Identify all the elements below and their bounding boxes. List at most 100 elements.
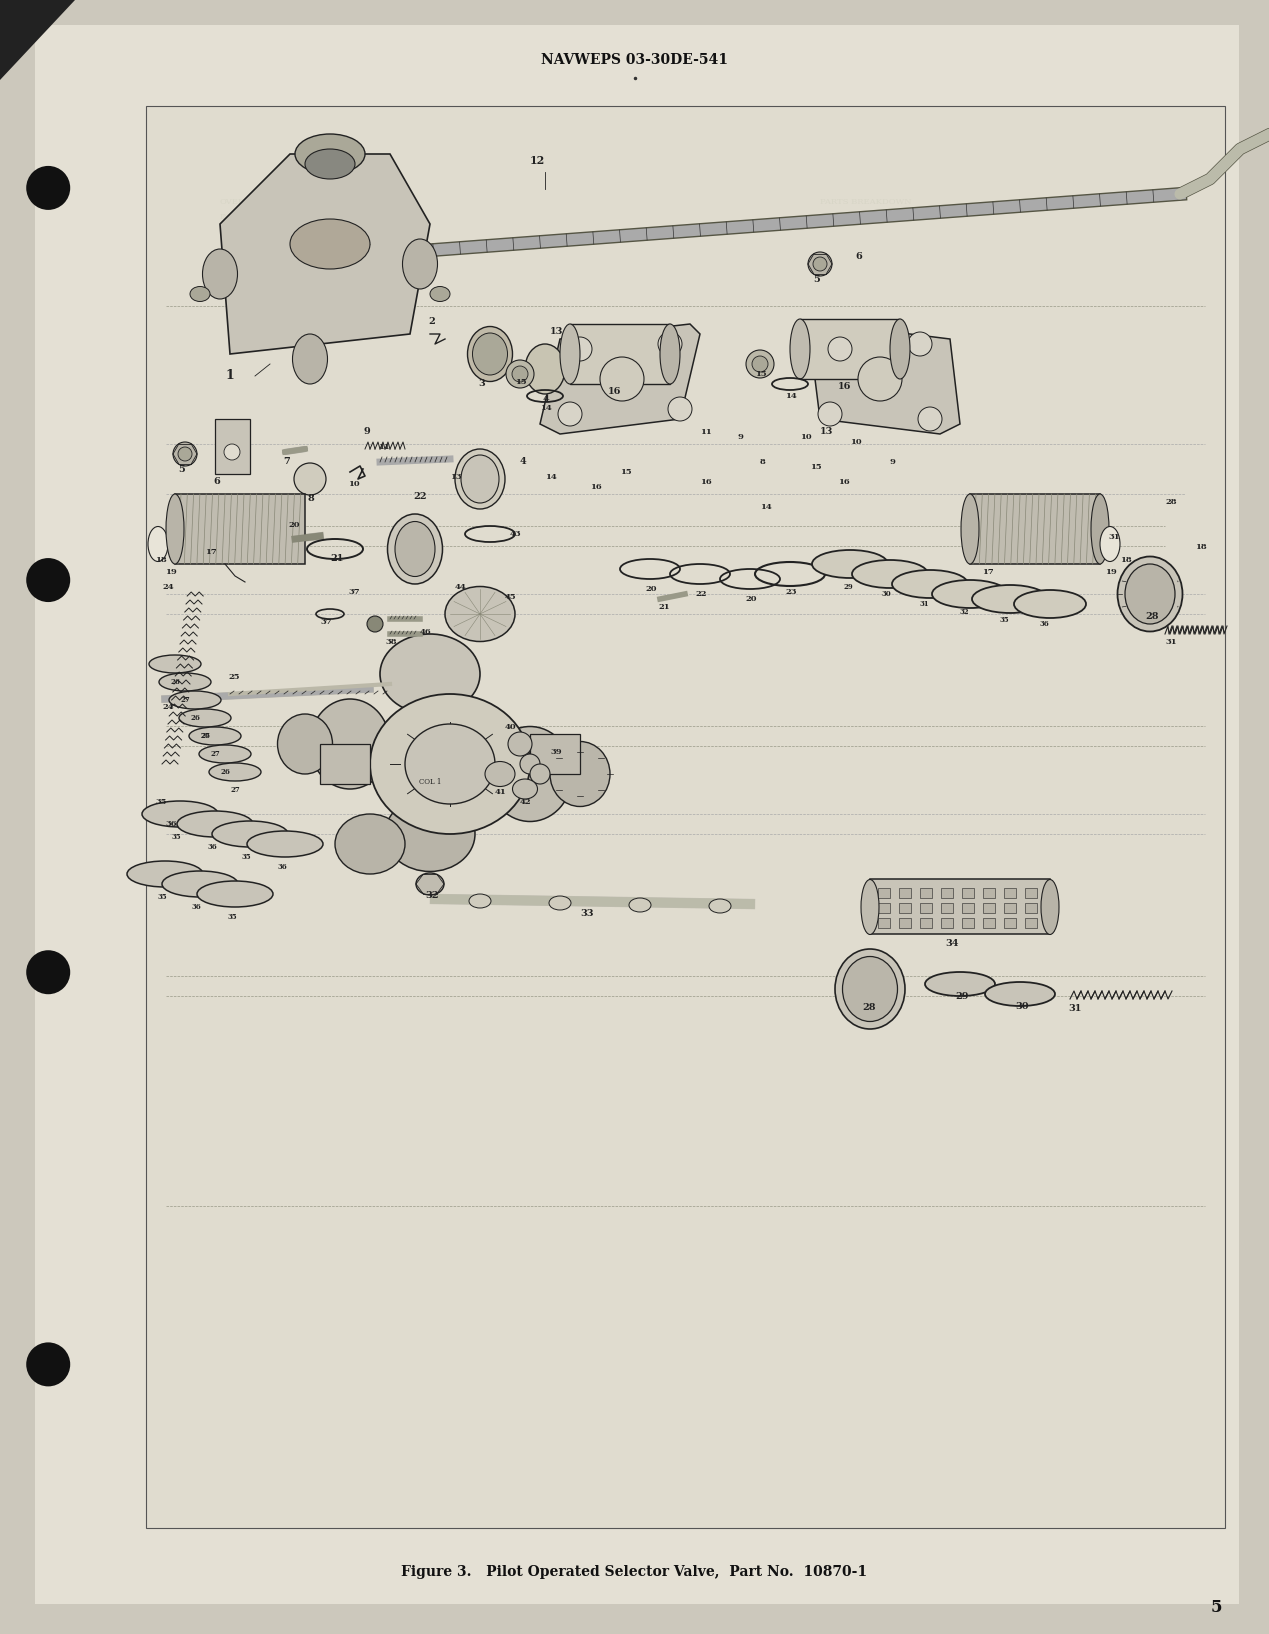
Ellipse shape [485, 761, 515, 786]
Circle shape [27, 559, 70, 601]
Circle shape [813, 257, 827, 271]
Ellipse shape [851, 560, 928, 588]
Bar [970, 493, 1100, 564]
Text: 2: 2 [428, 317, 435, 327]
Bar [320, 743, 371, 784]
Text: 22: 22 [695, 590, 707, 598]
Text: 28: 28 [1165, 498, 1176, 507]
Text: COL 1: COL 1 [419, 778, 442, 786]
Ellipse shape [371, 694, 530, 833]
Circle shape [917, 407, 942, 431]
Circle shape [746, 350, 774, 377]
Circle shape [530, 765, 549, 784]
Text: 17: 17 [982, 569, 994, 577]
Ellipse shape [385, 796, 475, 871]
Bar [878, 887, 890, 899]
Text: 31: 31 [1068, 1003, 1081, 1013]
Text: 13: 13 [820, 426, 834, 436]
Ellipse shape [1014, 590, 1086, 618]
Bar [878, 918, 890, 928]
Text: 35: 35 [157, 894, 166, 900]
Text: 5: 5 [1211, 1600, 1222, 1616]
Text: 35: 35 [155, 797, 166, 806]
Ellipse shape [203, 248, 237, 299]
Text: 28: 28 [1145, 613, 1159, 621]
Bar [942, 918, 953, 928]
Text: 6: 6 [213, 477, 220, 485]
Text: 21: 21 [330, 554, 344, 564]
Bar [983, 904, 995, 913]
Text: 16: 16 [838, 382, 851, 391]
Ellipse shape [1091, 493, 1109, 564]
Ellipse shape [1100, 526, 1121, 562]
Bar [920, 904, 931, 913]
Ellipse shape [247, 832, 324, 856]
Bar [1025, 918, 1037, 928]
Text: 28: 28 [862, 1003, 876, 1011]
Bar [962, 887, 975, 899]
Circle shape [367, 616, 383, 632]
Ellipse shape [860, 879, 879, 935]
Text: 36: 36 [207, 843, 217, 851]
Text: 3: 3 [478, 379, 485, 387]
Text: 9: 9 [363, 426, 369, 436]
Text: 12: 12 [530, 155, 546, 167]
Bar [920, 887, 931, 899]
Text: 29: 29 [956, 992, 968, 1002]
Circle shape [753, 356, 768, 373]
Ellipse shape [148, 655, 201, 673]
Ellipse shape [142, 801, 218, 827]
Bar [898, 887, 911, 899]
Ellipse shape [127, 861, 203, 887]
Bar [942, 887, 953, 899]
Ellipse shape [292, 333, 327, 384]
Circle shape [909, 332, 931, 356]
Text: 38: 38 [385, 637, 397, 645]
Bar [1004, 887, 1016, 899]
Ellipse shape [660, 324, 680, 384]
Bar [1004, 918, 1016, 928]
Text: 11: 11 [378, 443, 390, 451]
Ellipse shape [416, 873, 444, 895]
Text: 14: 14 [760, 503, 772, 511]
Text: 46: 46 [420, 627, 431, 636]
Text: 36: 36 [165, 820, 176, 828]
Ellipse shape [1118, 557, 1183, 631]
Circle shape [667, 397, 692, 422]
Text: 27: 27 [180, 696, 190, 704]
Ellipse shape [148, 526, 168, 562]
Circle shape [858, 356, 902, 400]
Ellipse shape [159, 673, 211, 691]
Ellipse shape [387, 515, 443, 583]
Text: 13: 13 [549, 327, 563, 337]
Text: 42: 42 [520, 797, 532, 806]
Text: 4: 4 [543, 395, 549, 404]
Text: 45: 45 [505, 593, 516, 601]
Text: 1: 1 [226, 369, 235, 382]
Bar [871, 879, 1049, 935]
Ellipse shape [925, 972, 995, 997]
Ellipse shape [843, 956, 897, 1021]
Ellipse shape [525, 345, 565, 394]
Ellipse shape [402, 239, 438, 289]
Text: 41: 41 [495, 788, 506, 796]
Ellipse shape [812, 551, 888, 578]
Ellipse shape [305, 149, 355, 180]
Text: 30: 30 [882, 590, 892, 598]
Polygon shape [220, 154, 430, 355]
Text: 32: 32 [425, 891, 439, 900]
Text: 15: 15 [810, 462, 821, 471]
Ellipse shape [209, 763, 261, 781]
Ellipse shape [513, 779, 538, 799]
Circle shape [506, 359, 534, 387]
Ellipse shape [176, 810, 253, 837]
Polygon shape [810, 324, 961, 435]
Ellipse shape [467, 327, 513, 381]
Text: 16: 16 [700, 479, 712, 485]
Ellipse shape [405, 724, 495, 804]
Bar [214, 418, 250, 474]
Text: 36: 36 [192, 904, 202, 912]
Circle shape [659, 332, 681, 356]
Text: 43: 43 [510, 529, 522, 538]
Ellipse shape [835, 949, 905, 1029]
